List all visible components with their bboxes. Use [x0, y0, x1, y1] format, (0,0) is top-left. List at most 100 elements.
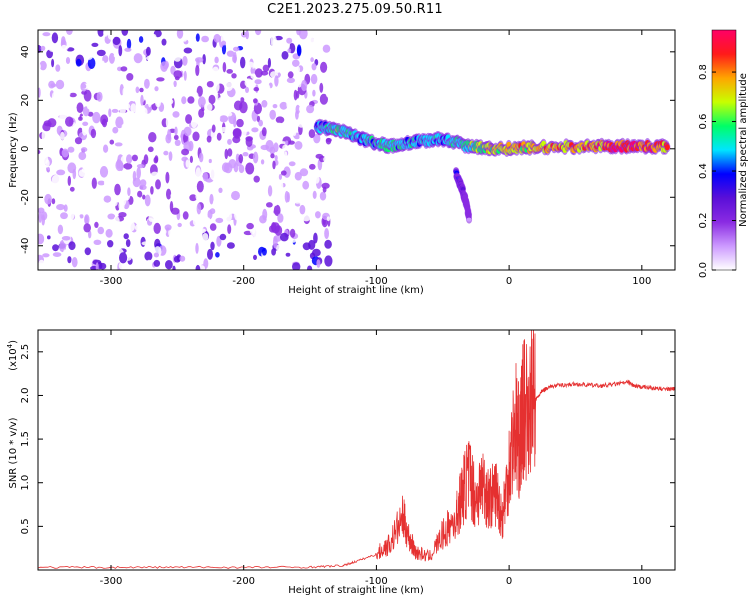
heatmap-cell: [233, 100, 243, 111]
heatmap-cell: [165, 171, 170, 184]
heatmap-cell: [125, 239, 131, 248]
heatmap-cell: [232, 128, 242, 139]
heatmap-cell: [183, 70, 187, 81]
snr-x-tick-label: -100: [365, 576, 388, 587]
heatmap-cell: [163, 71, 169, 82]
heatmap-cell: [227, 148, 233, 157]
heatmap-cell: [135, 196, 142, 209]
heatmap-cell: [41, 130, 46, 142]
heatmap-cell: [280, 180, 284, 192]
heatmap-cell: [236, 118, 244, 128]
heatmap-cell: [245, 162, 255, 175]
heatmap-cell: [288, 140, 295, 145]
heatmap-cell: [213, 81, 220, 93]
heatmap-cell: [295, 110, 299, 120]
heatmap-cell: [159, 193, 167, 205]
heatmap-cell: [240, 97, 245, 103]
heatmap-cell: [97, 30, 105, 37]
heatmap-cell: [148, 214, 155, 222]
heatmap-cell: [87, 185, 91, 196]
heatmap-cell: [269, 109, 277, 120]
heatmap-cell: [310, 57, 314, 63]
heatmap-cell: [103, 144, 109, 153]
heatmap-cell: [212, 66, 219, 74]
heatmap-cell: [146, 46, 151, 56]
heatmap-cell: [195, 167, 201, 178]
heatmap-cell: [285, 140, 289, 145]
heatmap-cell: [196, 203, 202, 215]
snr-y-multiplier-base: (x10: [8, 348, 19, 371]
snr-y-tick-label: 0.5: [20, 518, 31, 534]
snr-x-ticks: -300 -200 -100 0 100: [100, 330, 651, 587]
heatmap-cell: [42, 253, 50, 258]
heatmap-cell: [210, 241, 215, 251]
heatmap-cell: [217, 168, 222, 176]
heatmap-cell: [61, 148, 69, 158]
heatmap-cell: [51, 58, 55, 68]
heatmap-cell: [209, 208, 216, 215]
heatmap-cell: [67, 162, 77, 174]
heatmap-cell: [296, 30, 302, 36]
heatmap-cell: [160, 228, 167, 235]
heatmap-cell: [275, 244, 285, 251]
heatmap-cell: [217, 113, 221, 122]
heatmap-y-tick-label: 40: [20, 45, 31, 58]
heatmap-cell: [250, 73, 256, 79]
heatmap-cell: [95, 61, 101, 69]
heatmap-cell: [38, 233, 45, 245]
heatmap-cell: [150, 171, 160, 180]
heatmap-cell: [194, 92, 199, 100]
snr-series: [38, 330, 675, 569]
heatmap-cell: [197, 138, 205, 144]
heatmap-cell: [52, 186, 62, 198]
heatmap-cell: [270, 153, 275, 159]
heatmap-cell: [47, 235, 51, 240]
heatmap-cell: [219, 126, 229, 133]
heatmap-cell: [38, 62, 41, 71]
heatmap-cell: [92, 111, 101, 124]
heatmap-cell: [208, 94, 216, 105]
heatmap-cell: [231, 190, 240, 201]
heatmap-cell: [108, 52, 115, 64]
heatmap-cell: [319, 82, 324, 93]
heatmap-cell: [307, 265, 313, 270]
heatmap-cell: [185, 114, 193, 124]
heatmap-cell: [212, 198, 219, 209]
heatmap-cell: [295, 221, 303, 232]
heatmap-cell: [253, 175, 260, 183]
heatmap-cell: [154, 155, 159, 163]
heatmap-cell: [116, 133, 124, 140]
heatmap-cell: [198, 265, 206, 270]
heatmap-cell: [196, 85, 203, 97]
heatmap-cell: [81, 252, 85, 262]
heatmap-cell: [42, 238, 48, 251]
heatmap-cell: [252, 151, 259, 164]
heatmap-cell: [208, 63, 212, 71]
heatmap-cell: [308, 129, 316, 139]
heatmap-cell: [202, 172, 209, 182]
heatmap-cell: [309, 163, 316, 170]
heatmap-cell: [55, 259, 60, 269]
heatmap-cell: [258, 119, 264, 127]
heatmap-cell: [321, 182, 330, 189]
heatmap-cells: [38, 30, 671, 270]
heatmap-y-tick-label: 0: [20, 146, 31, 152]
heatmap-cell: [288, 161, 296, 167]
heatmap-cell: [166, 188, 172, 200]
heatmap-cell: [272, 104, 278, 109]
heatmap-cell: [272, 160, 276, 170]
heatmap-cell: [315, 153, 324, 159]
heatmap-cell: [273, 204, 281, 217]
heatmap-cell: [266, 202, 273, 208]
heatmap-y-tick-label: -40: [20, 238, 31, 254]
heatmap-cell: [151, 34, 158, 46]
heatmap-cell: [206, 217, 211, 226]
heatmap-cell: [200, 117, 204, 128]
heatmap-cell: [161, 38, 167, 46]
heatmap-cell: [185, 159, 190, 168]
heatmap-cell: [299, 168, 309, 177]
heatmap-cell: [112, 36, 121, 46]
heatmap-cell: [290, 121, 299, 128]
heatmap-cell: [219, 233, 227, 241]
heatmap-cell: [147, 236, 153, 246]
